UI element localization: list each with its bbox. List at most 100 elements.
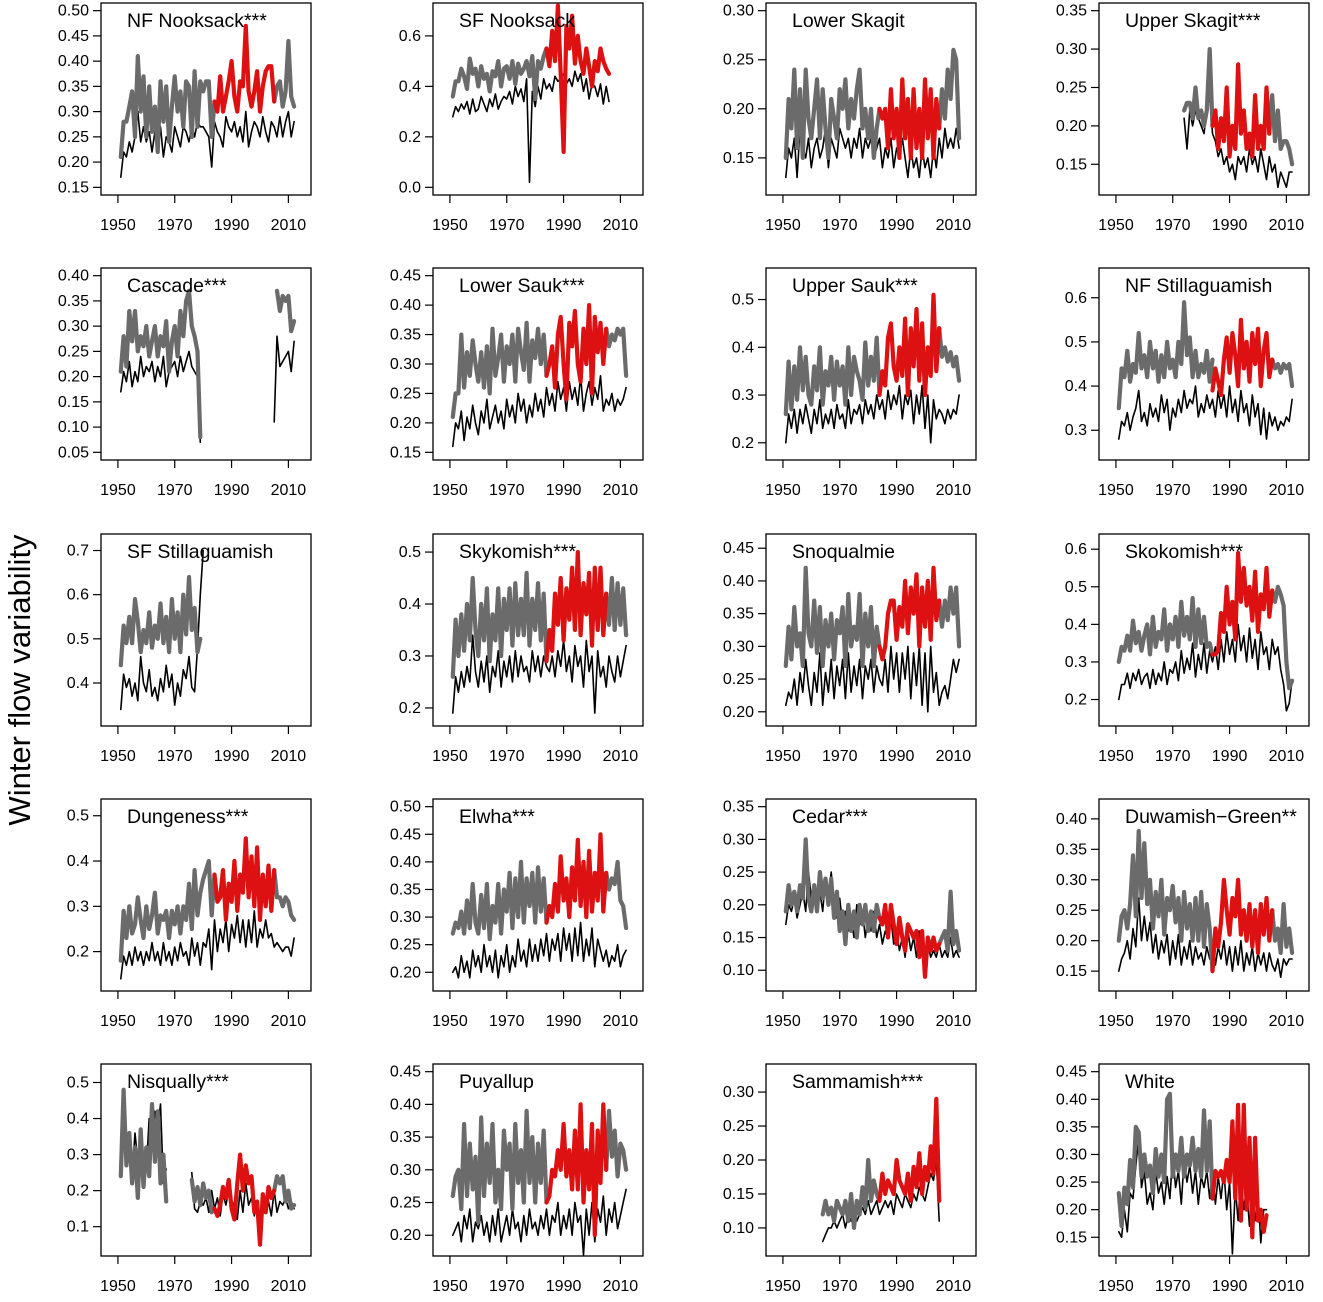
panel: 0.15 0.20 0.25 0.30 1950 1970 1990 2010 Lower Sk…	[723, 2, 977, 234]
series-line-highlight	[877, 77, 942, 160]
x-tick-label: 1970	[822, 748, 858, 765]
panel-frame	[100, 267, 312, 461]
series-line-highlight	[544, 3, 612, 155]
series-line-thin	[784, 384, 960, 444]
y-tick-label: 0.2	[732, 435, 754, 452]
series-line-highlight	[544, 549, 609, 664]
panel-title: SF Nooksack	[459, 10, 575, 32]
y-tick-label: 0.10	[723, 962, 754, 979]
y-tick-label: 0.20	[58, 154, 89, 171]
series-line-ref	[937, 585, 962, 649]
x-tick-label: 1950	[765, 1278, 801, 1295]
x-tick-label: 1950	[765, 748, 801, 765]
y-tick-label: 0.30	[58, 318, 89, 335]
series-line-ref	[1267, 93, 1295, 167]
series-line-ref	[118, 574, 203, 668]
series-line-ref	[783, 837, 882, 947]
series-line-ref	[189, 1177, 217, 1215]
y-tick-label: 0.35	[58, 293, 89, 310]
series-line-highlight	[1210, 62, 1272, 159]
x-tick-label: 1950	[765, 482, 801, 499]
x-tick-label: 1990	[546, 748, 582, 765]
panel-frame	[1098, 798, 1310, 992]
y-tick-label: 0.30	[390, 1162, 421, 1179]
panel: 0.3 0.4 0.5 0.6 1950 1970 1990 2010 NF Stillagua…	[1065, 267, 1310, 499]
x-tick-label: 1970	[489, 217, 525, 234]
x-tick-label: 1950	[1098, 1278, 1134, 1295]
series-line-highlight	[877, 565, 942, 662]
x-tick-label: 1970	[489, 482, 525, 499]
y-tick-label: 0.6	[399, 28, 421, 45]
y-tick-label: 0.35	[1056, 841, 1087, 858]
x-tick-label: 2010	[603, 748, 639, 765]
x-tick-label: 2010	[936, 1013, 972, 1030]
y-tick-label: 0.2	[67, 944, 89, 961]
y-tick-label: 0.15	[390, 444, 421, 461]
panel-frame	[100, 1063, 312, 1257]
series-line-ref	[450, 320, 549, 420]
series-line-ref	[274, 288, 297, 334]
panel-title: Lower Skagit	[792, 10, 905, 32]
series-line-ref	[937, 326, 962, 383]
y-tick-label: 0.25	[1056, 902, 1087, 919]
series-line-ref	[272, 867, 297, 923]
series-line-ref	[1116, 828, 1215, 974]
series-line-highlight	[212, 1152, 277, 1247]
x-tick-label: 2010	[271, 1278, 307, 1295]
y-tick-label: 0.15	[58, 394, 89, 411]
y-tick-label: 0.35	[1056, 1119, 1087, 1136]
y-tick-label: 0.20	[1056, 1202, 1087, 1219]
x-tick-label: 1950	[100, 748, 136, 765]
x-tick-label: 1950	[1098, 482, 1134, 499]
panel: 0.2 0.3 0.4 0.5 1950 1970 1990 2010 Dungeness***	[67, 798, 312, 1030]
x-tick-label: 1970	[489, 1278, 525, 1295]
series-line-highlight	[544, 1102, 609, 1238]
y-axis-label: Winter flow variability	[2, 534, 37, 826]
panel-frame	[100, 2, 312, 196]
y-tick-label: 0.5	[67, 631, 89, 648]
panel-frame	[1098, 2, 1310, 196]
x-tick-label: 1970	[157, 1278, 193, 1295]
x-tick-label: 1950	[100, 1278, 136, 1295]
y-tick-label: 0.4	[399, 596, 421, 613]
y-tick-label: 0.30	[723, 831, 754, 848]
series-line-ref	[783, 67, 882, 160]
y-tick-label: 0.2	[399, 700, 421, 717]
y-tick-label: 0.4	[1065, 616, 1087, 633]
x-tick-label: 1970	[1155, 217, 1191, 234]
y-tick-label: 0.20	[1056, 118, 1087, 135]
panel-title: Cedar***	[792, 806, 868, 828]
x-tick-label: 2010	[1269, 748, 1305, 765]
y-tick-label: 0.45	[390, 268, 421, 285]
y-tick-label: 0.3	[67, 898, 89, 915]
series-line-thin	[451, 634, 627, 714]
y-tick-label: 0.4	[1065, 378, 1087, 395]
panel: 0.15 0.20 0.25 0.30 0.35 0.40 1950 1970 1990 2010…	[1056, 798, 1310, 1030]
series-line-thin	[1118, 897, 1293, 979]
x-tick-label: 2010	[1269, 482, 1305, 499]
panel-title: Upper Skagit***	[1125, 10, 1261, 32]
y-tick-label: 0.30	[390, 356, 421, 373]
y-tick-label: 0.45	[58, 28, 89, 45]
x-tick-label: 1990	[1212, 748, 1248, 765]
y-tick-label: 0.20	[723, 101, 754, 118]
series-line-highlight	[1210, 550, 1275, 657]
x-tick-label: 1970	[157, 217, 193, 234]
y-tick-label: 0.25	[1056, 79, 1087, 96]
y-tick-label: 0.5	[399, 544, 421, 561]
y-tick-label: 0.20	[390, 964, 421, 981]
y-tick-label: 0.4	[732, 339, 754, 356]
y-tick-label: 0.15	[1056, 1229, 1087, 1246]
x-tick-label: 2010	[1269, 1278, 1305, 1295]
x-tick-label: 1970	[1155, 748, 1191, 765]
series-line-thin	[451, 921, 627, 979]
y-tick-label: 0.30	[1056, 41, 1087, 58]
y-tick-label: 0.20	[723, 704, 754, 721]
y-tick-label: 0.3	[67, 1147, 89, 1164]
x-tick-label: 1990	[1212, 1013, 1248, 1030]
series-line-thin	[120, 549, 204, 711]
series-line-ref	[937, 889, 962, 953]
panel-frame	[1098, 1063, 1310, 1257]
series-line-highlight	[877, 292, 942, 398]
